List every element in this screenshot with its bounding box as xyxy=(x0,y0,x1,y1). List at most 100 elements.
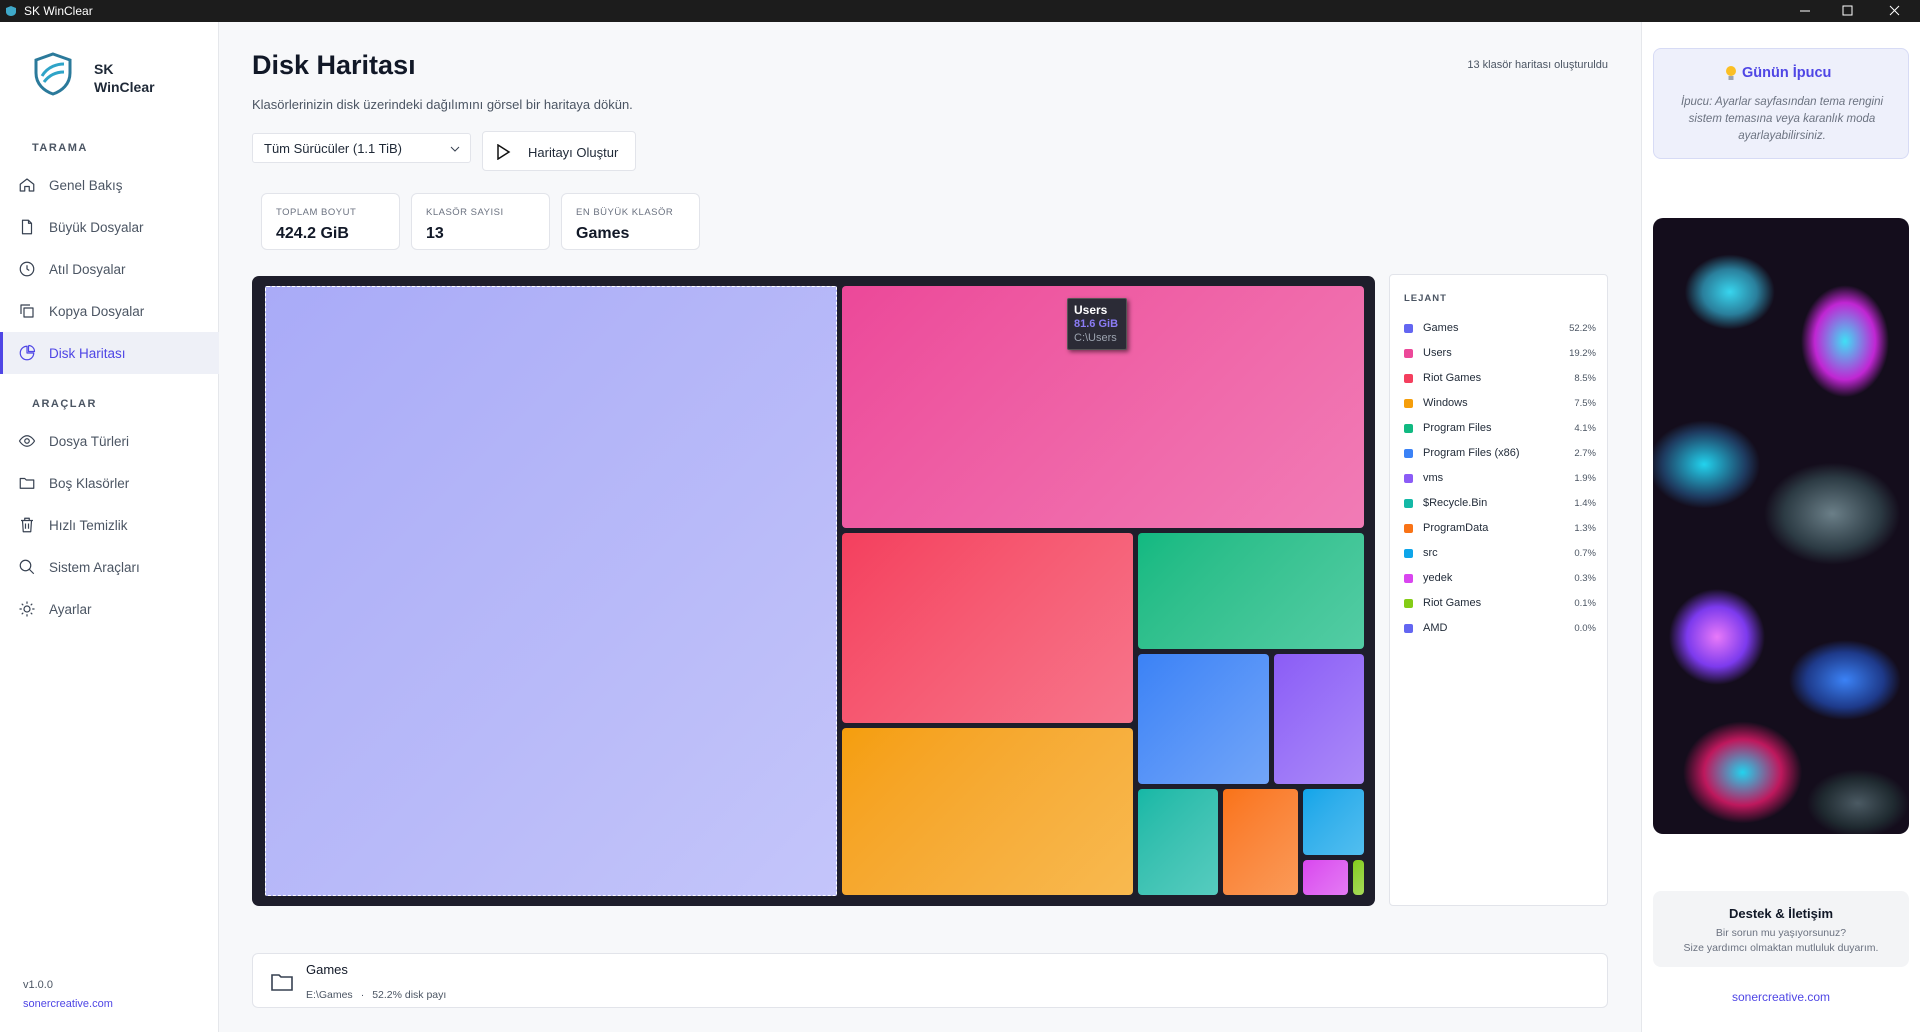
legend-percent: 0.3% xyxy=(1574,573,1596,584)
treemap-tile[interactable] xyxy=(1352,859,1365,896)
tooltip-size: 81.6 GiB xyxy=(1074,318,1119,330)
legend-name: Games xyxy=(1423,322,1459,334)
details-path: E:\Games xyxy=(306,989,353,1001)
tip-text: İpucu: Ayarlar sayfasından tema rengini … xyxy=(1680,96,1884,142)
legend-swatch xyxy=(1404,424,1413,433)
legend-item: Program Files 4.1% xyxy=(1404,420,1596,438)
nav-item[interactable]: Disk Haritası xyxy=(0,332,219,374)
support-line: Size yardımcı olmaktan mutluluk duyarım. xyxy=(1683,942,1879,954)
nav-icon xyxy=(21,517,33,533)
nav-item[interactable]: Hızlı Temizlik xyxy=(0,504,219,546)
wallpaper-image xyxy=(1653,218,1909,834)
nav-icon xyxy=(18,435,36,447)
nav-label: Boş Klasörler xyxy=(49,475,130,491)
nav-item[interactable]: Boş Klasörler xyxy=(0,462,219,504)
brand-line: WinClear xyxy=(94,79,155,95)
nav-icon xyxy=(19,178,35,192)
nav-item[interactable]: Büyük Dosyalar xyxy=(0,206,219,248)
legend-item: Users 19.2% xyxy=(1404,345,1596,363)
section-title: ARAÇLAR xyxy=(32,398,97,410)
legend-swatch xyxy=(1404,499,1413,508)
legend-item: AMD 0.0% xyxy=(1404,620,1596,638)
legend-percent: 4.1% xyxy=(1574,423,1596,434)
stat-card: KLASÖR SAYISI 13 xyxy=(411,193,550,250)
treemap xyxy=(252,276,1375,906)
nav-item[interactable]: Sistem Araçları xyxy=(0,546,219,588)
chevron xyxy=(450,146,460,152)
play-icon xyxy=(497,144,511,160)
treemap-tile[interactable] xyxy=(1138,788,1219,896)
legend-item: yedek 0.3% xyxy=(1404,570,1596,588)
treemap-tile[interactable] xyxy=(1138,653,1269,784)
legend-item: $Recycle.Bin 1.4% xyxy=(1404,495,1596,513)
nav-icon xyxy=(20,304,34,318)
nav-label: Hızlı Temizlik xyxy=(49,517,128,533)
legend-percent: 1.4% xyxy=(1574,498,1596,509)
drive-label: Tüm Sürücüler (1.1 TiB) xyxy=(264,141,402,156)
legend-percent: 7.5% xyxy=(1574,398,1596,409)
nav-label: Kopya Dosyalar xyxy=(49,303,145,319)
details-separator: · xyxy=(360,989,365,1001)
legend-swatch xyxy=(1404,399,1413,408)
page-title: Disk Haritası xyxy=(252,50,416,80)
support-link[interactable]: sonercreative.com xyxy=(1731,990,1831,1004)
nav-icon xyxy=(19,601,35,617)
title-bar: SK WinClear xyxy=(0,0,1920,22)
treemap-tile[interactable] xyxy=(1138,533,1365,649)
support-card: Destek & İletişim Bir sorun mu yaşıyorsu… xyxy=(1653,891,1909,967)
legend-name: yedek xyxy=(1423,572,1453,584)
legend-item: Program Files (x86) 2.7% xyxy=(1404,445,1596,463)
stat-card: TOPLAM BOYUT 424.2 GiB xyxy=(261,193,400,250)
stat-value: Games xyxy=(576,225,630,242)
nav-label: Genel Bakış xyxy=(49,177,123,193)
support-line: Bir sorun mu yaşıyorsunuz? xyxy=(1715,927,1847,939)
nav-item[interactable]: Dosya Türleri xyxy=(0,420,219,462)
nav-item[interactable]: Atıl Dosyalar xyxy=(0,248,219,290)
legend-item: Games 52.2% xyxy=(1404,320,1596,338)
legend-swatch xyxy=(1404,349,1413,358)
treemap-tile[interactable] xyxy=(841,533,1134,724)
stat-card: EN BÜYÜK KLASÖR Games xyxy=(561,193,700,250)
legend-percent: 1.9% xyxy=(1574,473,1596,484)
brand-line: SK xyxy=(94,61,114,77)
treemap-tile[interactable] xyxy=(1302,788,1365,855)
legend-item: Riot Games 0.1% xyxy=(1404,595,1596,613)
treemap-tile[interactable] xyxy=(264,285,837,896)
nav-item[interactable]: Ayarlar xyxy=(0,588,219,630)
legend-item: Riot Games 8.5% xyxy=(1404,370,1596,388)
link[interactable]: sonercreative.com xyxy=(23,998,113,1010)
tooltip-path: C:\Users xyxy=(1074,332,1117,344)
window-title: SK WinClear xyxy=(24,4,93,18)
nav-icon xyxy=(19,559,35,575)
legend-name: src xyxy=(1423,547,1438,559)
nav-label: Sistem Araçları xyxy=(49,559,140,575)
legend-name: ProgramData xyxy=(1423,522,1489,534)
legend-name: Riot Games xyxy=(1423,597,1482,609)
bulb-icon xyxy=(1726,66,1736,80)
legend-swatch xyxy=(1404,474,1413,483)
app-icon xyxy=(6,6,16,16)
legend-name: vms xyxy=(1423,472,1444,484)
drive-select[interactable]: Tüm Sürücüler (1.1 TiB) xyxy=(252,133,471,163)
legend-swatch xyxy=(1404,374,1413,383)
folder-icon xyxy=(271,974,293,991)
treemap-tile[interactable] xyxy=(1223,788,1298,896)
legend-item: src 0.7% xyxy=(1404,545,1596,563)
tip-card: Günün İpucu İpucu: Ayarlar sayfasından t… xyxy=(1653,48,1909,159)
window-controls[interactable] xyxy=(1790,0,1920,22)
details-name: Games xyxy=(306,962,348,977)
nav-item[interactable]: Kopya Dosyalar xyxy=(0,290,219,332)
stat-value: 424.2 GiB xyxy=(276,225,349,242)
right-panel: Günün İpucu İpucu: Ayarlar sayfasından t… xyxy=(1641,22,1920,1032)
logo xyxy=(34,52,72,96)
treemap-tile[interactable] xyxy=(1273,653,1365,784)
treemap-tile[interactable] xyxy=(1302,859,1348,896)
nav-item[interactable]: Genel Bakış xyxy=(0,164,219,206)
legend-swatch xyxy=(1404,449,1413,458)
legend-percent: 19.2% xyxy=(1569,348,1596,359)
details-share: 52.2% disk payı xyxy=(372,989,447,1001)
legend-swatch xyxy=(1404,324,1413,333)
section-title: TARAMA xyxy=(32,142,88,154)
treemap-tile[interactable] xyxy=(841,728,1134,896)
generate-button[interactable]: Haritayı Oluştur xyxy=(482,131,636,171)
